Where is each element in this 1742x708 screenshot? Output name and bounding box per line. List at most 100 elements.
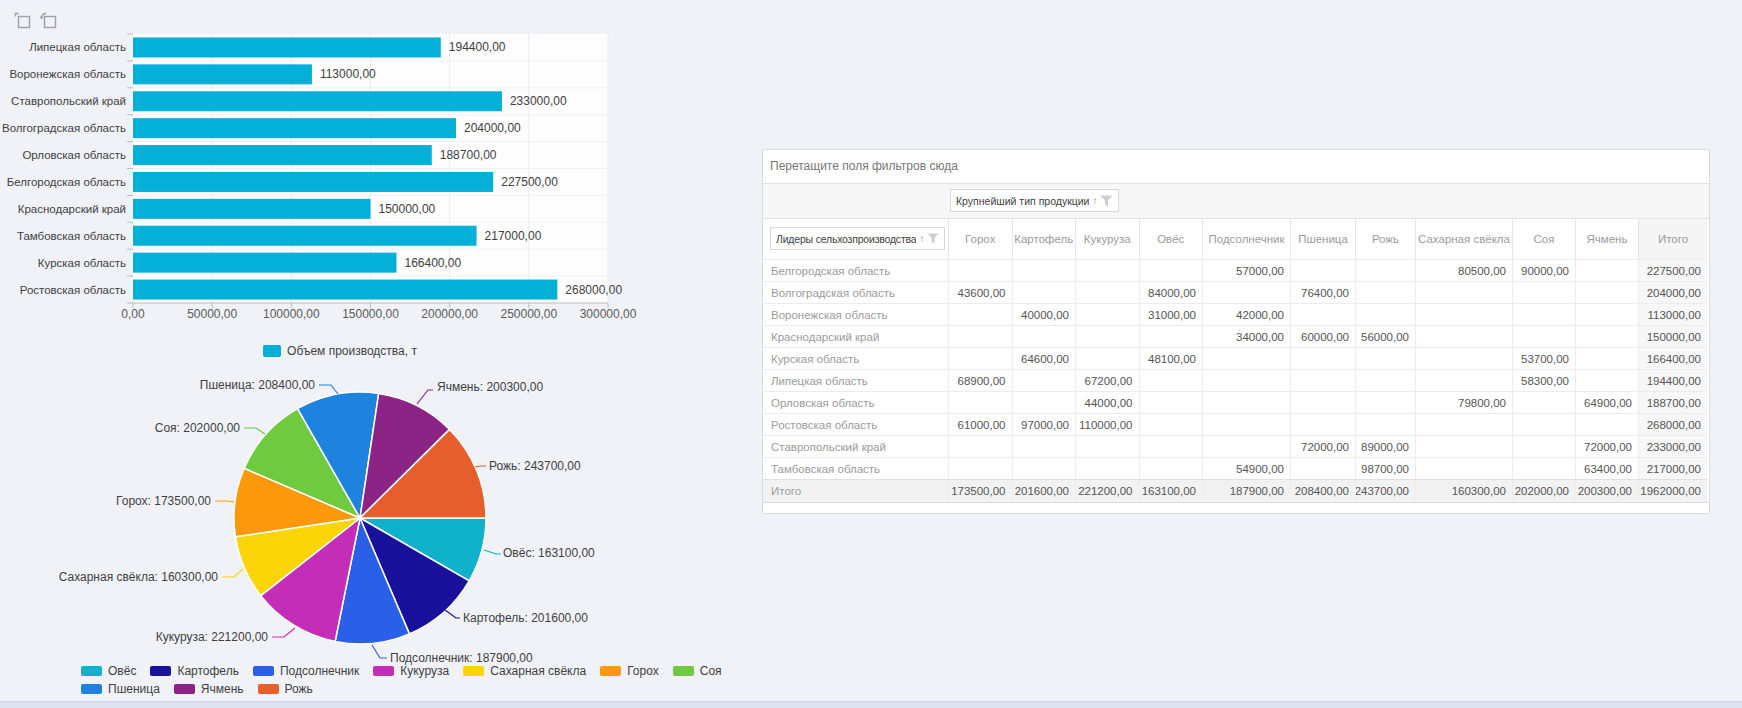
bar-Ростовская область[interactable] xyxy=(133,280,557,300)
pivot-column-header[interactable]: Подсолнечник xyxy=(1202,219,1290,259)
pivot-row-header[interactable]: Краснодарский край xyxy=(763,325,948,347)
pivot-cell[interactable]: 110000,00 xyxy=(1075,413,1139,435)
pivot-cell[interactable] xyxy=(1075,303,1139,325)
pivot-cell[interactable] xyxy=(948,325,1012,347)
pivot-column-header[interactable]: Овёс xyxy=(1139,219,1203,259)
pivot-cell[interactable] xyxy=(1355,281,1415,303)
pivot-column-header[interactable]: Картофель xyxy=(1012,219,1076,259)
pivot-cell[interactable] xyxy=(1290,391,1355,413)
pivot-cell[interactable] xyxy=(1512,457,1575,479)
pivot-cell[interactable]: 61000,00 xyxy=(948,413,1012,435)
pivot-cell[interactable] xyxy=(1075,435,1139,457)
pivot-cell[interactable] xyxy=(1512,413,1575,435)
pivot-cell[interactable] xyxy=(1075,347,1139,369)
pivot-cell[interactable]: 64600,00 xyxy=(1012,347,1076,369)
pivot-cell[interactable] xyxy=(1202,369,1290,391)
pivot-total-cell[interactable]: 160300,00 xyxy=(1415,479,1512,502)
pivot-cell[interactable]: 90000,00 xyxy=(1512,259,1575,281)
bar-Волгоградская область[interactable] xyxy=(133,118,456,138)
pie-legend-item-Подсолнечник[interactable]: Подсолнечник xyxy=(253,664,359,678)
pivot-cell[interactable]: 113000,00 xyxy=(1638,303,1707,325)
pivot-cell[interactable]: 54900,00 xyxy=(1202,457,1290,479)
pivot-total-cell[interactable]: 173500,00 xyxy=(948,479,1012,502)
pivot-cell[interactable] xyxy=(1139,457,1203,479)
bar-Курская область[interactable] xyxy=(133,253,396,273)
pivot-cell[interactable] xyxy=(1139,259,1203,281)
pivot-cell[interactable]: 80500,00 xyxy=(1415,259,1512,281)
pivot-cell[interactable] xyxy=(1355,259,1415,281)
pivot-cell[interactable] xyxy=(1415,347,1512,369)
pivot-cell[interactable] xyxy=(1012,325,1076,347)
pivot-total-row-header[interactable]: Итого xyxy=(763,479,948,502)
pivot-cell[interactable] xyxy=(948,259,1012,281)
pivot-cell[interactable] xyxy=(1290,303,1355,325)
pivot-cell[interactable] xyxy=(1290,413,1355,435)
pivot-cell[interactable]: 42000,00 xyxy=(1202,303,1290,325)
pivot-cell[interactable] xyxy=(1415,413,1512,435)
pivot-cell[interactable] xyxy=(1575,413,1638,435)
pivot-cell[interactable] xyxy=(1139,325,1203,347)
pivot-cell[interactable] xyxy=(1415,303,1512,325)
pivot-cell[interactable] xyxy=(1075,457,1139,479)
pivot-cell[interactable] xyxy=(1012,435,1076,457)
pivot-cell[interactable] xyxy=(1139,369,1203,391)
pivot-row-header[interactable]: Белгородская область xyxy=(763,259,948,281)
pivot-row-header[interactable]: Курская область xyxy=(763,347,948,369)
pie-legend-item-Пшеница[interactable]: Пшеница xyxy=(81,682,160,696)
pivot-cell[interactable]: 31000,00 xyxy=(1139,303,1203,325)
pivot-column-header[interactable]: Горох xyxy=(948,219,1012,259)
pivot-cell[interactable]: 67200,00 xyxy=(1075,369,1139,391)
sort-up-icon[interactable]: ↑ xyxy=(919,233,924,244)
pivot-cell[interactable] xyxy=(1290,347,1355,369)
pivot-cell[interactable]: 233000,00 xyxy=(1638,435,1707,457)
pivot-cell[interactable] xyxy=(1415,281,1512,303)
pivot-cell[interactable] xyxy=(1355,391,1415,413)
pivot-cell[interactable] xyxy=(1012,259,1076,281)
pivot-cell[interactable] xyxy=(1512,435,1575,457)
pie-legend-item-Рожь[interactable]: Рожь xyxy=(258,682,313,696)
pivot-row-header[interactable]: Ростовская область xyxy=(763,413,948,435)
pivot-cell[interactable] xyxy=(1075,259,1139,281)
pivot-cell[interactable] xyxy=(1290,457,1355,479)
pivot-cell[interactable]: 84000,00 xyxy=(1139,281,1203,303)
pivot-column-header[interactable]: Кукуруза xyxy=(1075,219,1139,259)
pivot-cell[interactable] xyxy=(1512,281,1575,303)
pie-legend-item-Картофель[interactable]: Картофель xyxy=(150,664,239,678)
pivot-cell[interactable] xyxy=(1575,325,1638,347)
pivot-row-header[interactable]: Волгоградская область xyxy=(763,281,948,303)
bar-Ставропольский край[interactable] xyxy=(133,91,502,111)
pivot-cell[interactable]: 188700,00 xyxy=(1638,391,1707,413)
pivot-cell[interactable] xyxy=(948,347,1012,369)
pivot-total-cell[interactable]: 200300,00 xyxy=(1575,479,1638,502)
pivot-cell[interactable]: 64900,00 xyxy=(1575,391,1638,413)
row-field-area[interactable]: Лидеры сельхозпроизводства ↑ xyxy=(763,219,948,259)
pie-legend-item-Овёс[interactable]: Овёс xyxy=(81,664,136,678)
pie-legend-item-Горох[interactable]: Горох xyxy=(600,664,659,678)
pivot-row-header[interactable]: Воронежская область xyxy=(763,303,948,325)
pivot-total-cell[interactable]: 163100,00 xyxy=(1139,479,1203,502)
pivot-total-cell[interactable]: 202000,00 xyxy=(1512,479,1575,502)
pivot-column-header[interactable]: Ячмень xyxy=(1575,219,1638,259)
pivot-cell[interactable] xyxy=(1575,281,1638,303)
pivot-row-header[interactable]: Ставропольский край xyxy=(763,435,948,457)
pivot-cell[interactable]: 40000,00 xyxy=(1012,303,1076,325)
pivot-column-field-area[interactable]: Крупнейший тип продукции ↑ xyxy=(763,184,1709,219)
pivot-cell[interactable]: 204000,00 xyxy=(1638,281,1707,303)
pivot-total-cell[interactable]: 1962000,00 xyxy=(1638,479,1707,502)
pivot-column-header[interactable]: Рожь xyxy=(1355,219,1415,259)
pivot-cell[interactable]: 72000,00 xyxy=(1575,435,1638,457)
pivot-cell[interactable] xyxy=(1202,347,1290,369)
pivot-cell[interactable]: 68900,00 xyxy=(948,369,1012,391)
pivot-total-cell[interactable]: 221200,00 xyxy=(1075,479,1139,502)
pivot-cell[interactable] xyxy=(948,435,1012,457)
pivot-cell[interactable]: 56000,00 xyxy=(1355,325,1415,347)
bar-Орловская область[interactable] xyxy=(133,145,432,165)
pivot-cell[interactable]: 194400,00 xyxy=(1638,369,1707,391)
pivot-cell[interactable]: 268000,00 xyxy=(1638,413,1707,435)
pivot-column-header[interactable]: Сахарная свёкла xyxy=(1415,219,1512,259)
pivot-cell[interactable] xyxy=(1415,457,1512,479)
pivot-cell[interactable]: 34000,00 xyxy=(1202,325,1290,347)
pivot-cell[interactable] xyxy=(1512,303,1575,325)
pivot-cell[interactable]: 98700,00 xyxy=(1355,457,1415,479)
pivot-total-cell[interactable]: 187900,00 xyxy=(1202,479,1290,502)
